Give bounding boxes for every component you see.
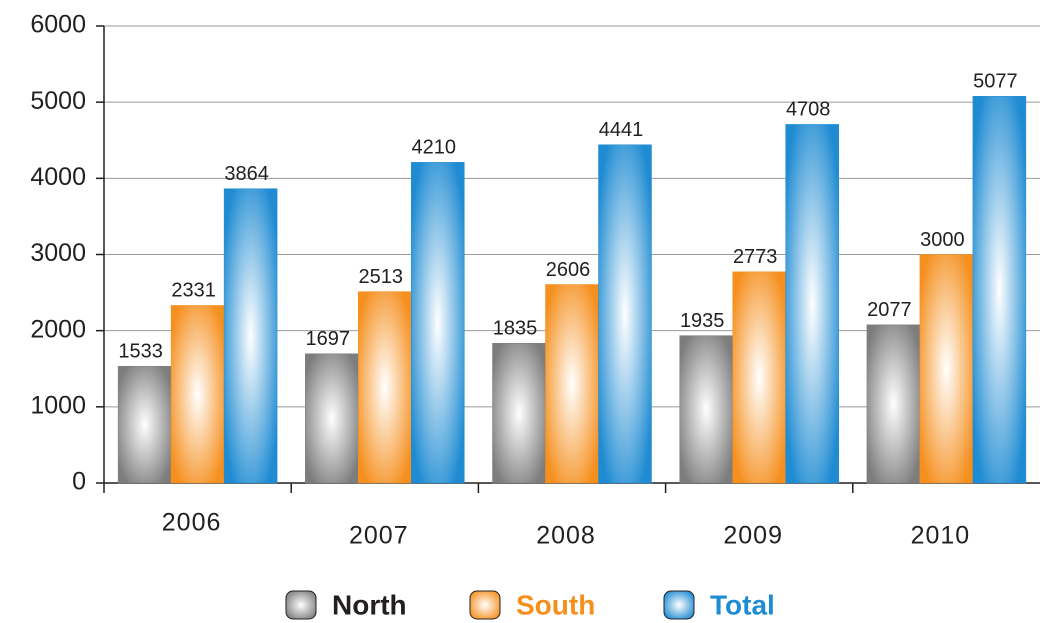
value-label: 3864: [224, 163, 269, 185]
x-tick-label: 2006: [162, 509, 222, 537]
value-label: 2077: [867, 299, 912, 321]
bar: [919, 254, 974, 484]
bar: [492, 342, 546, 484]
value-label: 1697: [306, 328, 351, 350]
value-label: 3000: [920, 229, 965, 251]
value-label: 4708: [786, 99, 831, 121]
bar: [598, 144, 652, 484]
legend-swatch: [285, 590, 317, 620]
bar: [866, 324, 921, 484]
x-tick-label: 2008: [536, 522, 596, 550]
legend-swatch: [469, 590, 501, 620]
value-label: 5077: [973, 71, 1018, 93]
value-label: 2513: [359, 266, 404, 288]
x-tick-label: 2010: [911, 522, 971, 550]
value-label: 2773: [733, 246, 778, 268]
value-label: 4210: [412, 137, 457, 159]
y-tick-label: 2000: [30, 315, 86, 343]
bar: [358, 291, 412, 484]
value-label: 1533: [118, 341, 163, 363]
x-tick-label: 2009: [723, 522, 783, 550]
bar: [170, 305, 225, 484]
bar: [411, 162, 465, 484]
bar: [117, 365, 172, 484]
value-label: 2606: [546, 259, 591, 281]
legend-label: North: [332, 589, 407, 620]
value-label: 2331: [171, 280, 216, 302]
legend-label: Total: [710, 589, 775, 620]
bar: [305, 353, 359, 484]
y-tick-label: 4000: [30, 163, 86, 191]
bar: [679, 335, 733, 484]
x-tick-label: 2007: [349, 522, 409, 550]
y-tick-label: 0: [72, 468, 86, 496]
value-label: 1835: [493, 318, 538, 340]
y-tick-label: 6000: [30, 11, 86, 39]
y-tick-label: 1000: [30, 391, 86, 419]
y-tick-label: 5000: [30, 87, 86, 115]
bar: [223, 188, 278, 484]
legend-label: South: [516, 589, 595, 620]
bar: [785, 124, 839, 484]
bar: [972, 96, 1027, 484]
bar: [732, 271, 786, 484]
legend-swatch: [663, 590, 695, 620]
value-label: 4441: [599, 119, 644, 141]
value-label: 1935: [680, 310, 725, 332]
bar: [545, 284, 599, 484]
y-tick-label: 3000: [30, 239, 86, 267]
